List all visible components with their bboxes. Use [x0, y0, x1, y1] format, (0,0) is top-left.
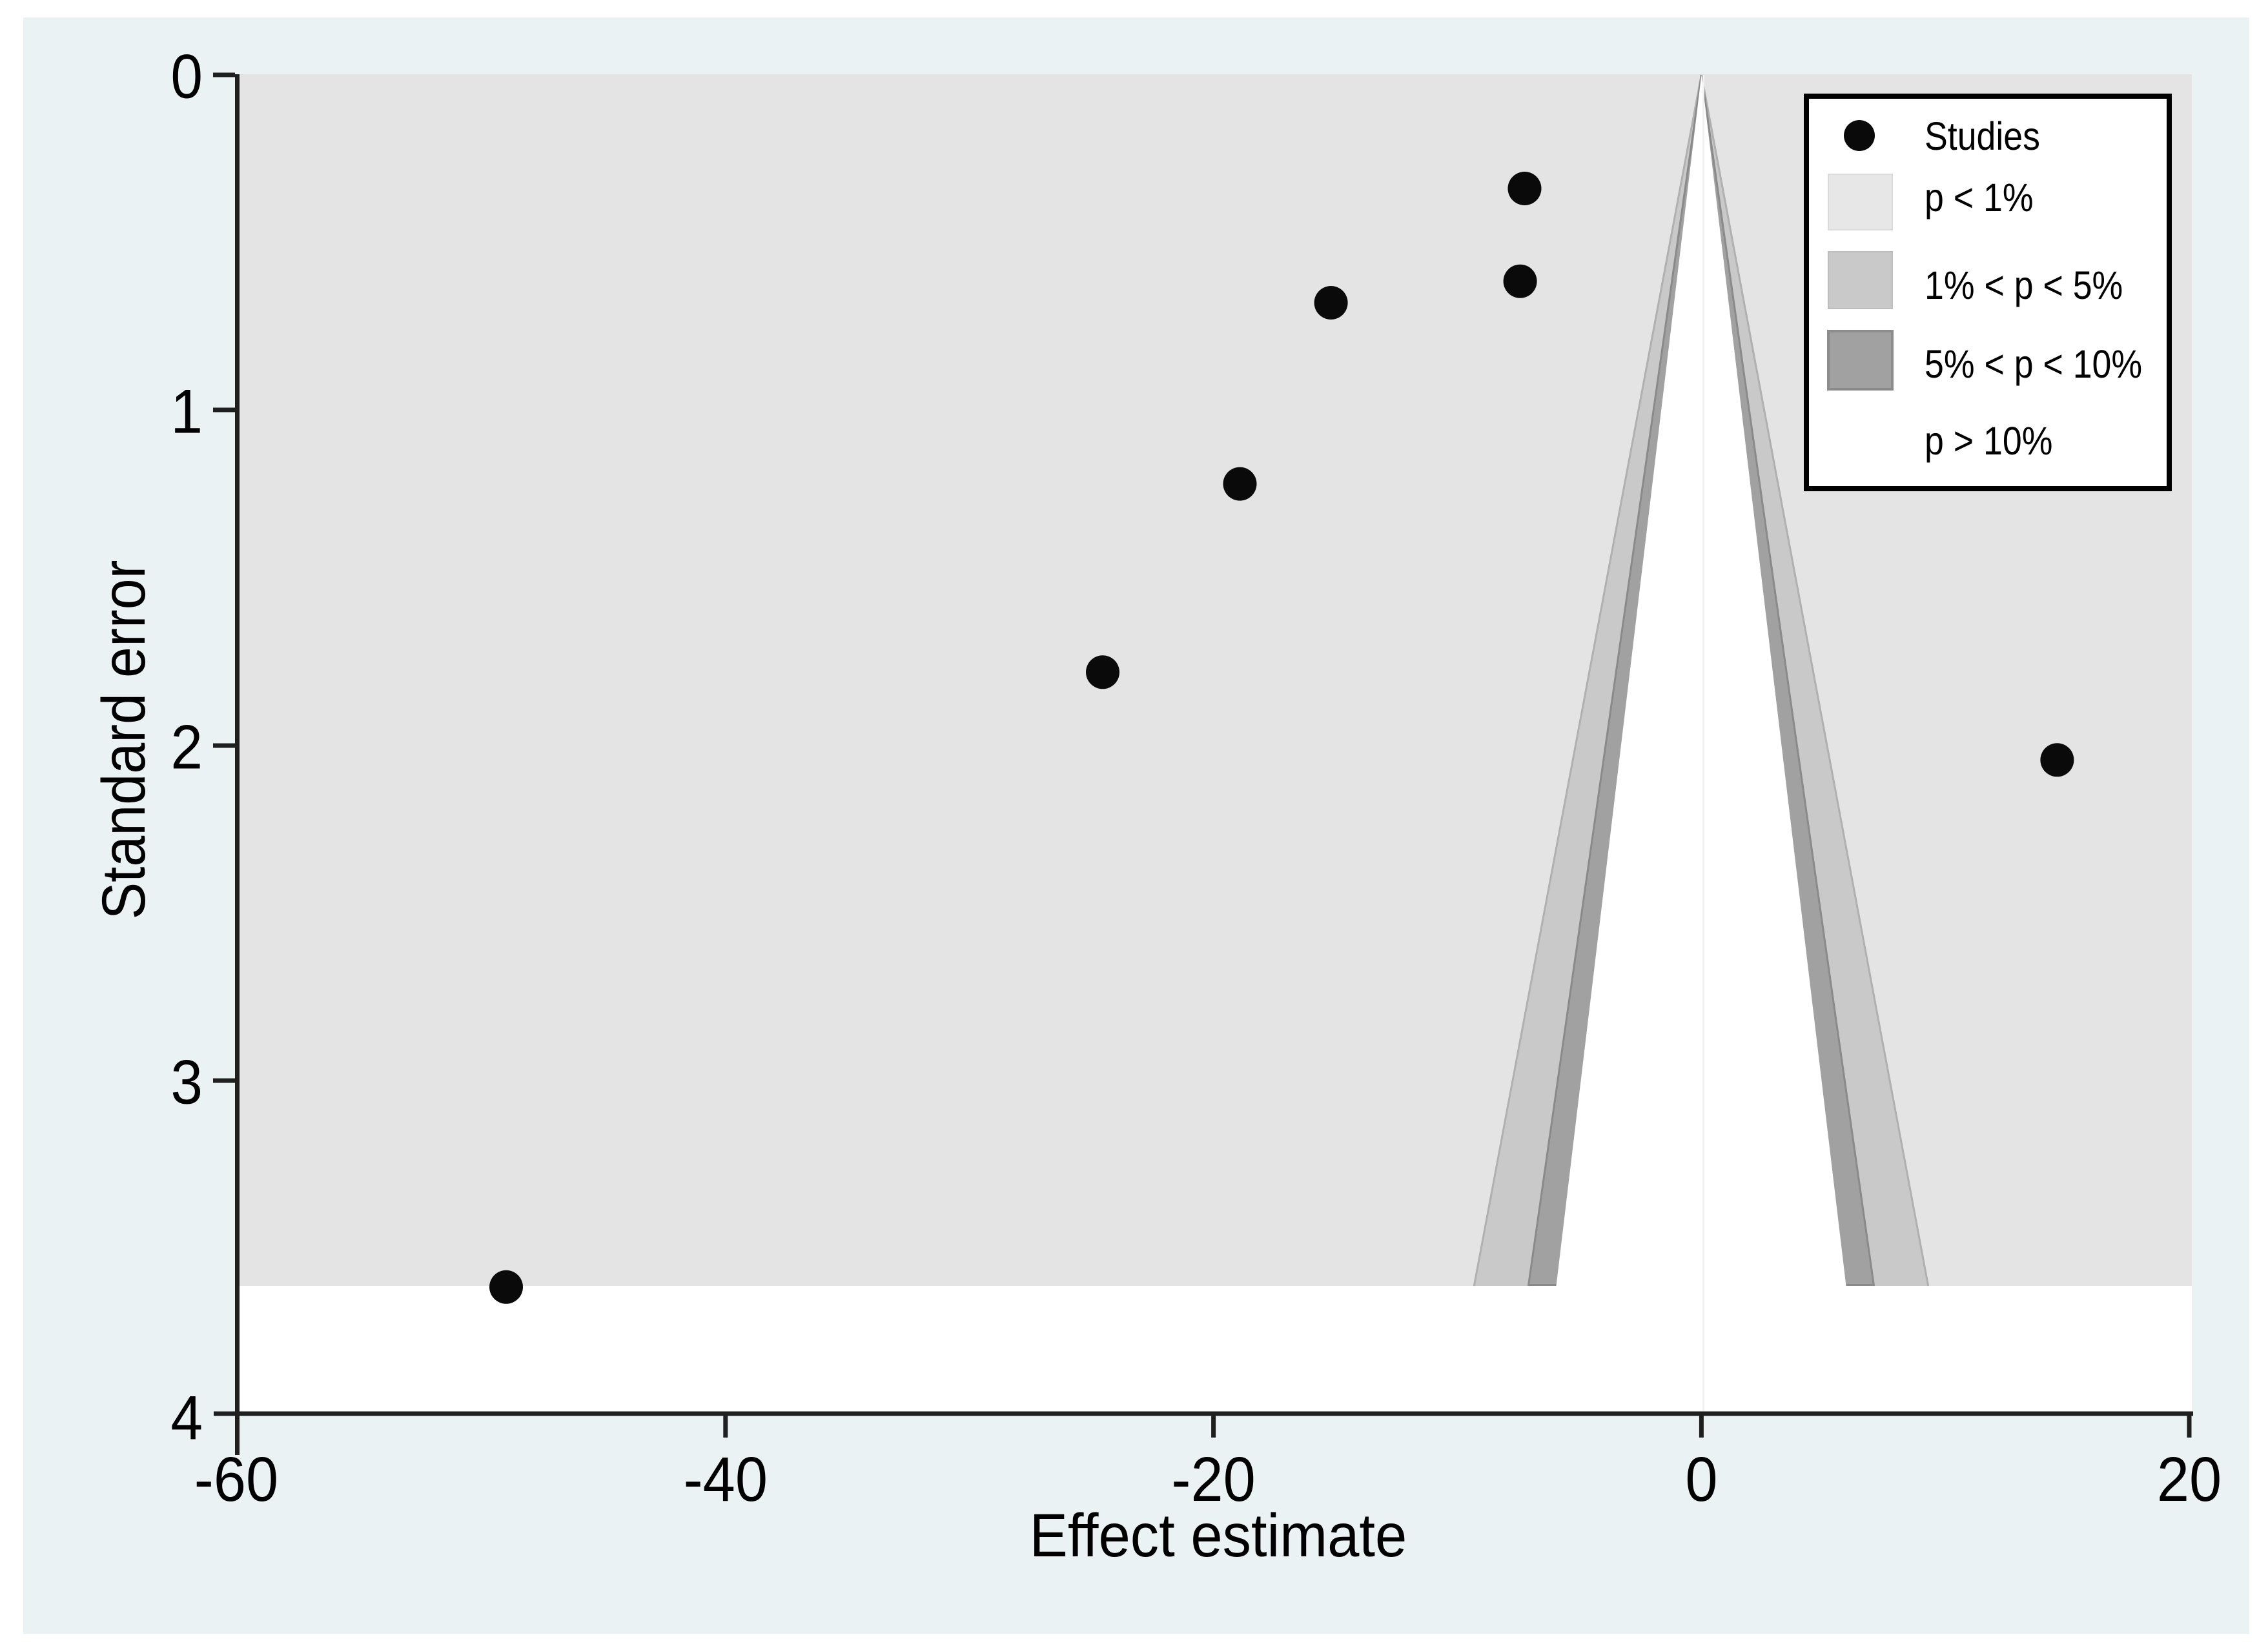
svg-text:Standard error: Standard error — [90, 560, 158, 920]
svg-text:p < 1%: p < 1% — [1925, 176, 2034, 220]
svg-text:20: 20 — [2157, 1444, 2222, 1514]
svg-text:2: 2 — [170, 712, 203, 782]
svg-text:1: 1 — [170, 376, 203, 446]
svg-text:0: 0 — [1685, 1444, 1717, 1514]
svg-text:1% < p < 5%: 1% < p < 5% — [1925, 264, 2123, 308]
svg-text:Effect estimate: Effect estimate — [1030, 1501, 1407, 1569]
svg-text:-40: -40 — [684, 1444, 768, 1514]
svg-text:0: 0 — [170, 41, 203, 111]
svg-text:4: 4 — [170, 1383, 203, 1452]
svg-text:-60: -60 — [194, 1444, 278, 1514]
svg-text:-20: -20 — [1171, 1444, 1255, 1514]
svg-text:5% < p < 10%: 5% < p < 10% — [1925, 343, 2142, 387]
svg-text:p > 10%: p > 10% — [1925, 420, 2052, 463]
svg-text:3: 3 — [170, 1047, 203, 1117]
svg-text:Studies: Studies — [1925, 115, 2040, 159]
